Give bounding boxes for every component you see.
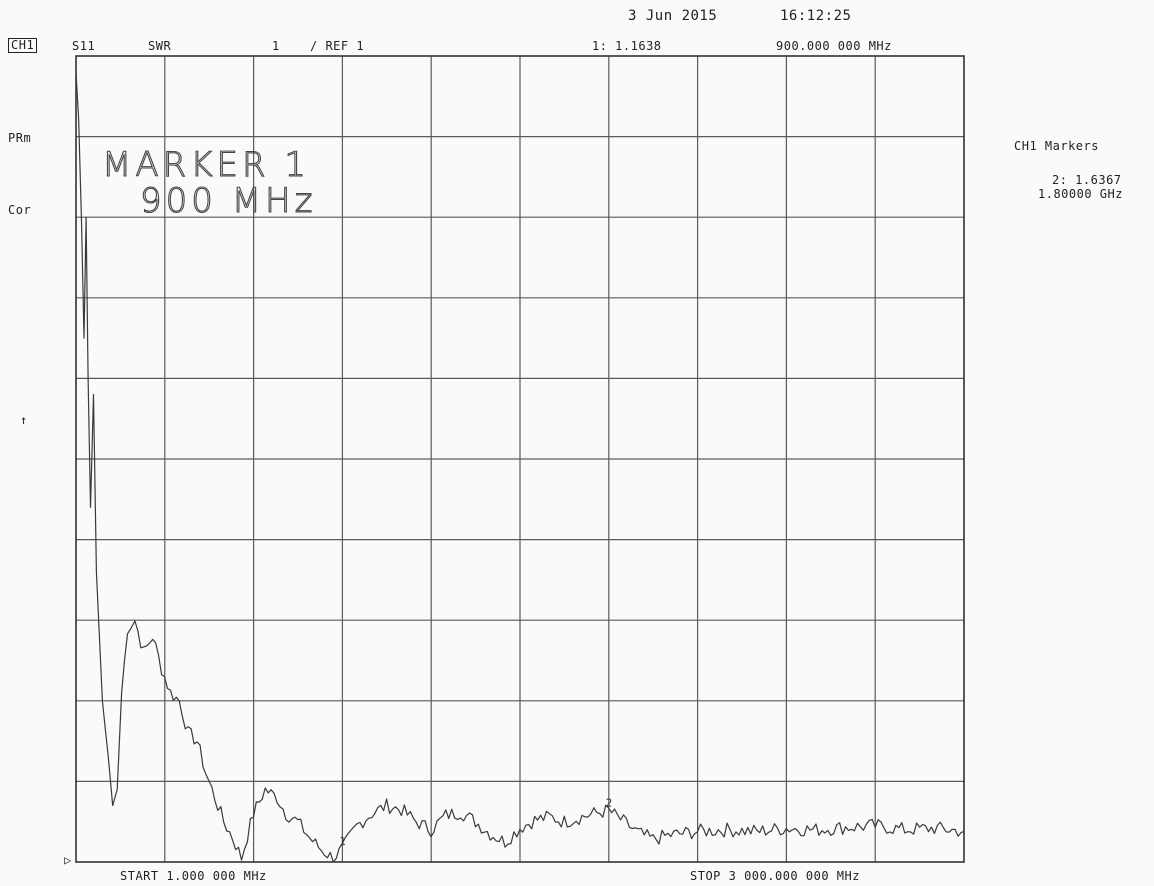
- format-label: SWR: [148, 39, 172, 53]
- swr-trace: [75, 72, 965, 863]
- date-label: 3 Jun 2015: [628, 8, 718, 24]
- marker1-value-label: 1: 1.1638: [592, 39, 662, 53]
- marker1-frequency-label: 900.000 000 MHz: [776, 39, 892, 53]
- scale-label: 1: [272, 39, 280, 53]
- markers-panel-title: CH1 Markers: [1014, 139, 1099, 153]
- marker2-frequency-label: 1.80000 GHz: [1038, 187, 1123, 201]
- start-frequency-label: START 1.000 000 MHz: [120, 869, 267, 883]
- marker2-value-label: 2: 1.6367: [1052, 173, 1122, 187]
- marker-1-glyph: 1: [339, 835, 346, 848]
- plot-frame: [75, 55, 965, 863]
- reference-label: / REF 1: [310, 39, 365, 53]
- prm-label: PRm: [8, 131, 32, 145]
- scale-arrow-icon: ↑: [20, 413, 28, 427]
- time-label: 16:12:25: [780, 8, 852, 24]
- parameter-label: S11: [72, 39, 96, 53]
- plot-grid: [76, 56, 964, 862]
- trace-markers: 12: [339, 797, 612, 848]
- annotation-line-1: MARKER 1: [102, 145, 310, 185]
- cor-label: Cor: [8, 203, 32, 217]
- marker-2-glyph: 2: [606, 797, 613, 810]
- annotation-line-2: 900 MHz: [140, 181, 316, 221]
- stop-frequency-label: STOP 3 000.000 000 MHz: [690, 869, 860, 883]
- channel-label: CH1: [8, 38, 38, 53]
- reference-position-icon: ▷: [64, 853, 72, 867]
